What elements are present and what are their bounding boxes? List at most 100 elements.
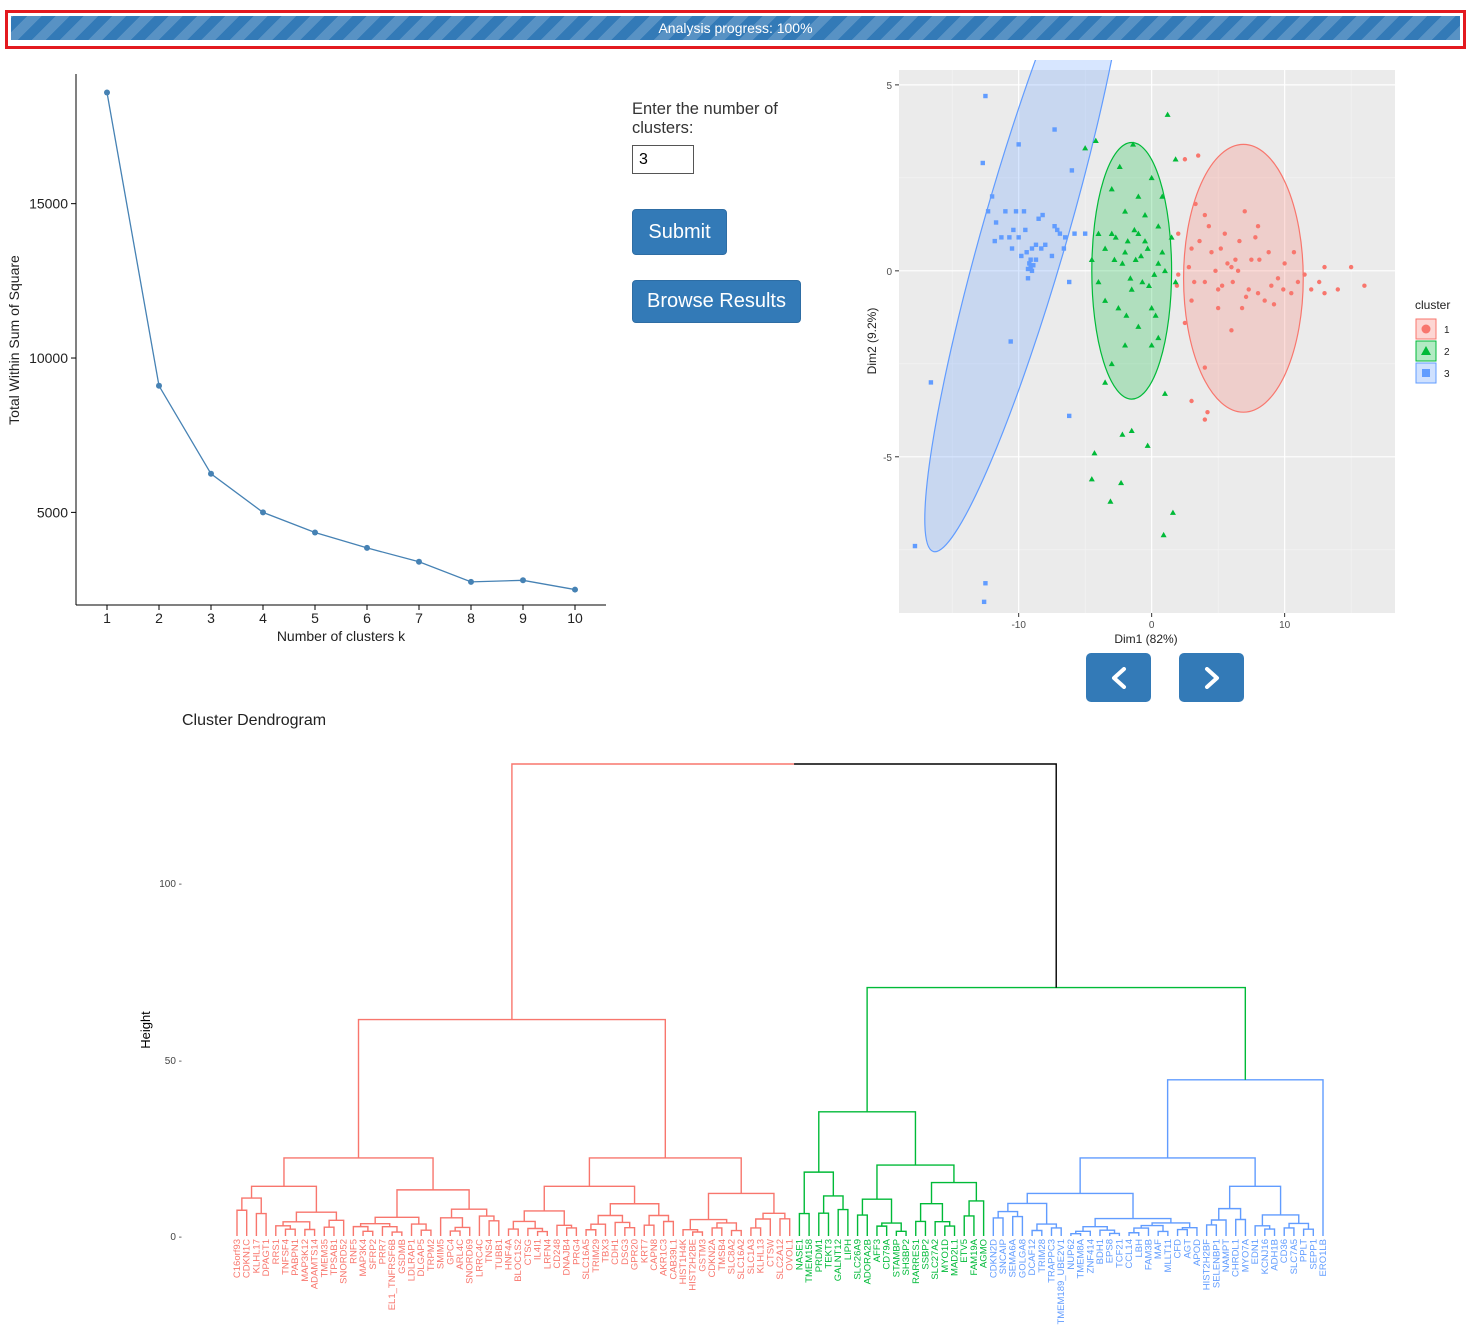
cluster-2-branch bbox=[818, 1111, 917, 1173]
elbow-xtick-label: 5 bbox=[311, 610, 319, 626]
cluster-1-branch bbox=[282, 1221, 311, 1230]
cluster-2-point bbox=[1102, 297, 1109, 303]
cluster-1-point bbox=[1275, 276, 1281, 281]
cluster-2-branch bbox=[876, 1225, 888, 1236]
next-button[interactable] bbox=[1179, 653, 1244, 702]
dendrogram-leaf-label: AGMO bbox=[979, 1239, 990, 1268]
cluster-2-point bbox=[1115, 305, 1122, 311]
cluster-1-branch bbox=[711, 1227, 723, 1236]
cluster-1-branch bbox=[328, 1219, 345, 1236]
dendrogram-leaf-label: TEKT3 bbox=[823, 1239, 834, 1269]
cluster-2-ellipse bbox=[1091, 141, 1173, 400]
cluster-1-point bbox=[1202, 417, 1208, 422]
cluster-2-point bbox=[1142, 238, 1149, 244]
cluster-2-point bbox=[1092, 137, 1099, 143]
cluster-2-point bbox=[1108, 360, 1115, 367]
cluster-3-point bbox=[1016, 235, 1021, 240]
legend-label-3: 3 bbox=[1444, 369, 1450, 380]
cluster-2-point bbox=[1112, 234, 1119, 240]
cluster-1-point bbox=[1269, 283, 1274, 288]
dendrogram-leaf-label: TNFSF4 bbox=[280, 1239, 291, 1275]
elbow-ytick-label: 15000 bbox=[29, 196, 68, 212]
cluster-2-point bbox=[1108, 230, 1115, 236]
browse-results-button[interactable]: Browse Results bbox=[632, 280, 801, 323]
cluster-1-point bbox=[1219, 283, 1225, 288]
cluster-1-branch bbox=[391, 1231, 403, 1236]
cluster-3-branch bbox=[1128, 1232, 1140, 1236]
cluster-2-point bbox=[1144, 245, 1151, 251]
dendrogram-leaf-label: PRDM1 bbox=[814, 1239, 825, 1272]
cluster-2-branch bbox=[856, 1214, 868, 1236]
dendrogram-leaf-label: NAMPT bbox=[1221, 1239, 1232, 1272]
cluster-3-point bbox=[1028, 257, 1033, 262]
cluster-2-point bbox=[1124, 238, 1131, 244]
cluster-1-branch bbox=[707, 1192, 775, 1220]
dendrogram-leaf-label: SLC1A3 bbox=[746, 1239, 757, 1274]
cluster-1-point bbox=[1317, 279, 1322, 285]
previous-button[interactable] bbox=[1086, 653, 1151, 702]
cluster-1-point bbox=[1205, 409, 1210, 415]
dendrogram-leaf-label: AFF3 bbox=[872, 1239, 883, 1262]
cluster-1-branch bbox=[359, 1222, 391, 1227]
dendrogram-leaf-label: ARL4C bbox=[455, 1239, 466, 1270]
cluster-2-point bbox=[1128, 286, 1135, 292]
cluster-3-point bbox=[983, 581, 988, 586]
dendrogram-leaf-label: PRG4 bbox=[571, 1239, 582, 1265]
cluster-ytick-label: 5 bbox=[886, 81, 892, 92]
dendrogram-leaf-label: SMIM5 bbox=[436, 1239, 447, 1269]
dendrogram-leaf-label: GPR20 bbox=[630, 1239, 641, 1270]
cluster-3-branch bbox=[1283, 1227, 1295, 1236]
dendrogram-leaf-label: LRFN4 bbox=[542, 1239, 553, 1269]
elbow-y-label: Total Within Sum of Square bbox=[6, 255, 22, 425]
cluster-2-point bbox=[1172, 156, 1179, 162]
dendrogram-leaf-label: KLHL13 bbox=[756, 1239, 767, 1273]
cluster-1-branch bbox=[597, 1214, 624, 1225]
cluster-2-point bbox=[1148, 305, 1155, 311]
cluster-3-point bbox=[1029, 268, 1035, 274]
cluster-3-point bbox=[1021, 209, 1027, 214]
cluster-count-input[interactable] bbox=[632, 145, 694, 174]
cluster-3-point bbox=[983, 93, 988, 99]
cluster-plot: -10 0 10 5 0 -5 Dim1 (82%) Dim2 (9.2%) cluste… bbox=[865, 60, 1450, 646]
cluster-xtick-label: 10 bbox=[1279, 620, 1291, 631]
cluster-3-branch bbox=[1166, 1079, 1324, 1236]
cluster-2-point bbox=[1102, 379, 1109, 385]
dendrogram-leaf-label: DPAGT1 bbox=[261, 1239, 272, 1276]
dendrogram-leaf-label: SLC27A2 bbox=[930, 1239, 941, 1280]
dendrogram-leaf-label: SH3BP2 bbox=[901, 1239, 912, 1275]
dendrogram-leaf-label: MAF bbox=[1153, 1239, 1164, 1259]
cluster-2-point bbox=[1160, 531, 1167, 538]
dendrogram-leaf-label: TMEM8A bbox=[1076, 1238, 1087, 1278]
cluster-1-branch bbox=[762, 1212, 786, 1220]
cluster-2-branch bbox=[934, 1220, 951, 1236]
cluster-2-point bbox=[1111, 256, 1118, 262]
dendrogram-leaf-label: NUP62 bbox=[1066, 1239, 1077, 1270]
cluster-1-point bbox=[1182, 320, 1188, 326]
cluster-1-branch bbox=[449, 1230, 461, 1236]
cluster-3-point bbox=[1052, 224, 1057, 229]
dendrogram-leaf-label: DSG3 bbox=[620, 1239, 631, 1265]
dendrogram-leaf-label: SELENBP1 bbox=[1211, 1239, 1222, 1288]
dendrogram-leaf-label: SLC16A5 bbox=[581, 1239, 592, 1280]
cluster-3-point bbox=[1067, 413, 1072, 419]
dendrogram-leaf-label: SNORD69 bbox=[465, 1239, 476, 1284]
submit-button[interactable]: Submit bbox=[632, 209, 727, 255]
cluster-3-branch bbox=[1036, 1223, 1058, 1231]
cluster-3-point bbox=[1019, 253, 1024, 259]
dendrogram-leaf-label: NASE1 bbox=[794, 1239, 805, 1270]
cluster-3-branch bbox=[1176, 1228, 1188, 1236]
chevron-right-icon bbox=[1204, 666, 1219, 689]
dendrogram-leaf-label: CDH1 bbox=[610, 1239, 621, 1265]
cluster-1-point bbox=[1257, 257, 1262, 262]
cluster-2-point bbox=[1142, 212, 1149, 218]
cluster-2-branch bbox=[803, 1171, 835, 1214]
dendrogram-leaf-label: RRS1 bbox=[271, 1239, 282, 1264]
cluster-1-point bbox=[1174, 283, 1180, 288]
cluster-1-point bbox=[1213, 268, 1218, 274]
analysis-progress-bar: Analysis progress: 100% bbox=[11, 16, 1460, 40]
cluster-1-point bbox=[1193, 201, 1198, 207]
cluster-3-point bbox=[1061, 246, 1067, 251]
dendrogram-leaf-label: CAPN8 bbox=[649, 1239, 660, 1271]
cluster-3-point bbox=[1033, 242, 1039, 248]
cluster-1-point bbox=[1335, 287, 1341, 292]
